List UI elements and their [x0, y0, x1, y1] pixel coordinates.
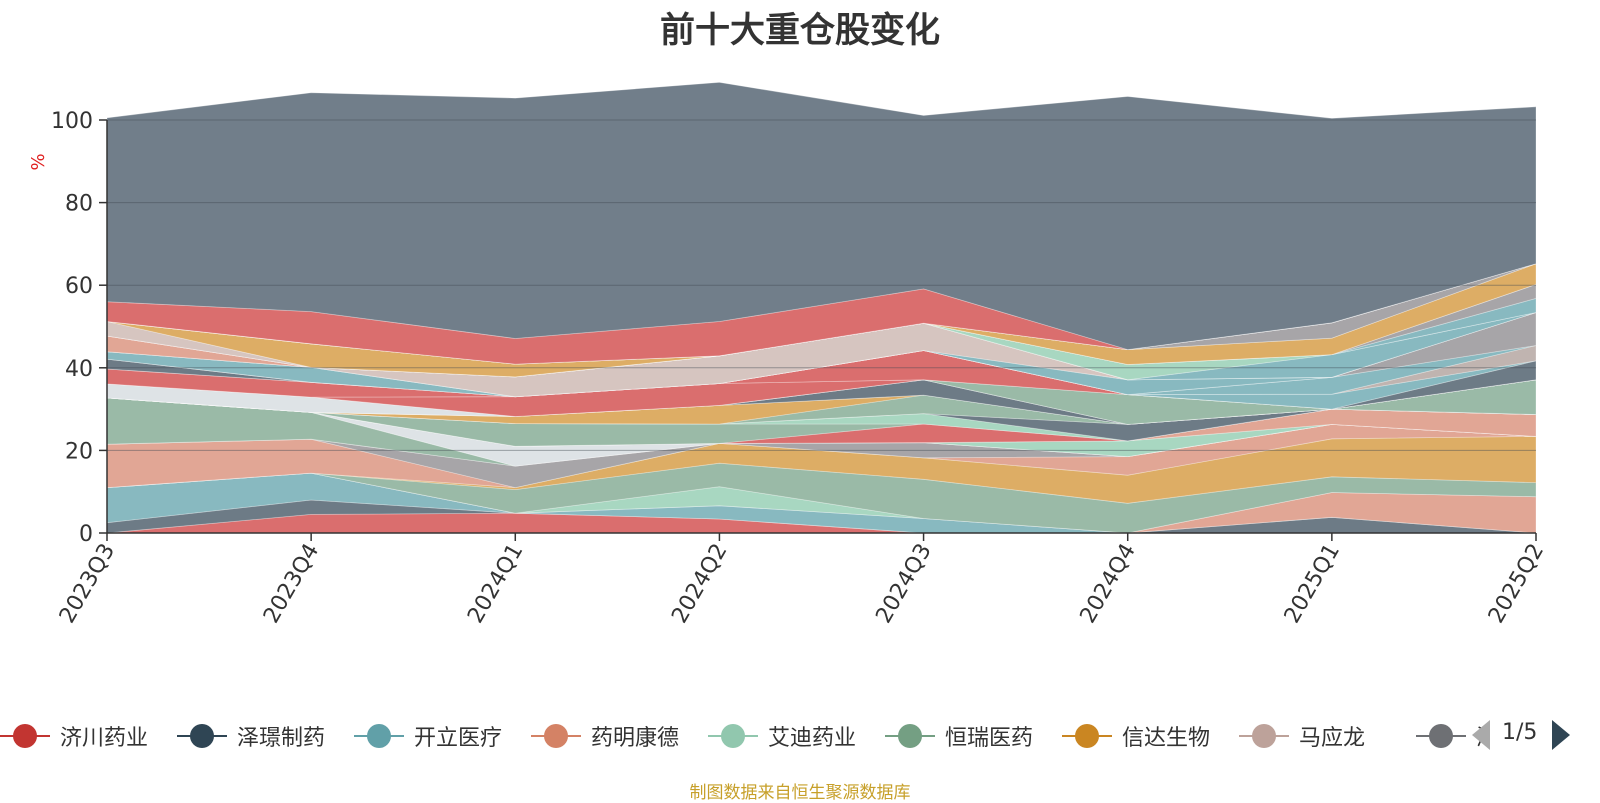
x-tick-label: 2024Q2 — [667, 540, 732, 628]
area-series-24 — [106, 379, 1537, 425]
legend-swatch-icon — [1239, 723, 1289, 749]
x-tick-label: 2024Q3 — [871, 540, 936, 628]
legend-label: 恒瑞医药 — [945, 726, 1034, 751]
legend-swatch-icon — [708, 723, 758, 749]
area-series-39 — [106, 297, 1537, 378]
legend-label: 马应龙 — [1299, 726, 1366, 751]
legend-swatch-icon — [531, 723, 581, 749]
y-tick-label: 60 — [65, 274, 93, 299]
legend-swatch-dot — [367, 724, 391, 748]
legend-swatch-icon — [354, 723, 404, 749]
legend: 济川药业泽璟制药开立医疗药明康德艾迪药业恒瑞医药信达生物马应龙海思科 1/5 — [0, 716, 1600, 756]
legend-item[interactable]: 济川药业 — [0, 716, 148, 756]
stacked-area-chart: 0 20 40 60 80 100 2023Q3 2023Q4 2024Q1 2024Q2 2024… — [28, 81, 1549, 628]
area-series-21 — [106, 379, 1537, 425]
x-tick-label: 2023Q3 — [55, 540, 120, 628]
legend-swatch-dot — [190, 724, 214, 748]
grid-layer — [107, 119, 1536, 451]
legend-swatch-icon — [177, 723, 227, 749]
legend-item[interactable]: 马应龙 — [1239, 716, 1365, 756]
legend-label: 开立医疗 — [414, 726, 503, 751]
x-tick-label: 2023Q4 — [259, 540, 324, 628]
y-tick-label: 0 — [79, 522, 93, 547]
area-series-49 — [106, 81, 1537, 351]
legend-item[interactable]: 泽璟制药 — [177, 716, 325, 756]
x-tick-label: 2024Q1 — [463, 540, 528, 628]
legend-label: 艾迪药业 — [768, 726, 857, 751]
area-series-40 — [106, 283, 1537, 378]
area-series-42 — [106, 263, 1537, 378]
y-tick-label: 40 — [65, 357, 93, 382]
legend-swatch-icon — [1062, 723, 1112, 749]
y-tick-label: 100 — [51, 109, 93, 134]
chart-title: 前十大重仓股变化 — [659, 11, 940, 51]
legend-label: 信达生物 — [1122, 726, 1211, 751]
legend-swatch-dot — [1429, 724, 1453, 748]
legend-item[interactable]: 恒瑞医药 — [885, 716, 1033, 756]
legend-viewport: 济川药业泽璟制药开立医疗药明康德艾迪药业恒瑞医药信达生物马应龙海思科 — [0, 716, 1482, 756]
y-tick-label: 20 — [65, 439, 93, 464]
footer-source-note: 制图数据来自恒生聚源数据库 — [689, 783, 911, 803]
x-tick-label: 2025Q1 — [1280, 540, 1345, 628]
x-tick-label: 2025Q2 — [1484, 540, 1549, 628]
legend-label: 泽璟制药 — [237, 726, 326, 751]
legend-label: 济川药业 — [60, 726, 149, 751]
legend-swatch-icon — [0, 723, 50, 749]
x-tick-label: 2024Q4 — [1076, 540, 1141, 628]
legend-swatch-icon — [885, 723, 935, 749]
legend-prev-page-icon[interactable] — [1472, 720, 1490, 750]
areas-layer — [106, 81, 1537, 534]
legend-item[interactable]: 信达生物 — [1062, 716, 1210, 756]
legend-swatch-dot — [544, 724, 568, 748]
area-series-14 — [106, 397, 1537, 447]
legend-item[interactable]: 开立医疗 — [354, 716, 502, 756]
legend-item[interactable]: 药明康德 — [531, 716, 679, 756]
legend-next-page-icon[interactable] — [1552, 720, 1570, 750]
legend-swatch-dot — [898, 724, 922, 748]
legend-page-indicator: 1/5 — [1502, 720, 1538, 745]
legend-swatch-icon — [1416, 723, 1466, 749]
y-tick-label: 80 — [65, 192, 93, 217]
legend-swatch-dot — [1075, 724, 1099, 748]
legend-swatch-dot — [13, 724, 37, 748]
legend-item[interactable]: 艾迪药业 — [708, 716, 856, 756]
legend-label: 药明康德 — [591, 726, 680, 751]
y-axis-label: % — [28, 153, 49, 170]
legend-swatch-dot — [721, 724, 745, 748]
legend-swatch-dot — [1252, 724, 1276, 748]
